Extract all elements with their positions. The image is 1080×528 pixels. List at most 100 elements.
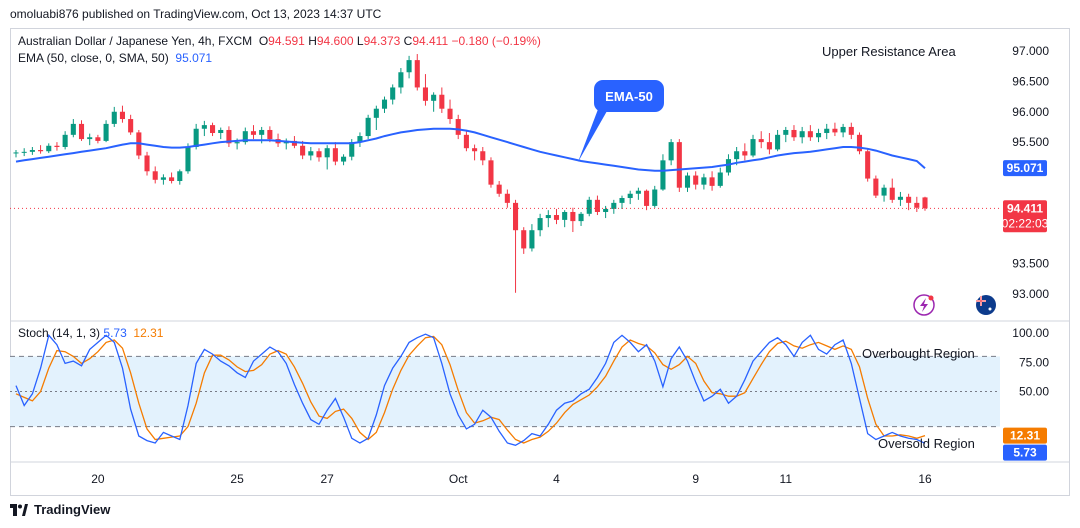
ema-callout-label: EMA-50	[605, 89, 653, 104]
candle-body	[725, 159, 731, 173]
candle	[799, 126, 805, 144]
candle-body	[881, 187, 887, 196]
stoch-label: Stoch (14, 1, 3)	[18, 326, 101, 340]
candle	[906, 193, 912, 211]
publisher-line: omoluabi876 published on TradingView.com…	[10, 7, 382, 21]
candle	[201, 120, 207, 137]
candle	[463, 129, 469, 152]
candle	[308, 146, 314, 161]
candle	[635, 187, 641, 200]
candle-body	[807, 131, 813, 138]
candle-body	[865, 151, 871, 179]
candle-body	[635, 190, 641, 194]
candle-body	[144, 155, 150, 172]
candle	[619, 195, 625, 209]
candle-body	[644, 190, 650, 206]
candle-body	[922, 197, 928, 209]
candle	[529, 224, 535, 252]
time-axis-tick: Oct	[449, 472, 468, 486]
candle-body	[21, 151, 27, 153]
lightning-icon[interactable]	[913, 294, 935, 316]
candle-body	[906, 196, 912, 203]
footer-brand: TradingView	[34, 502, 111, 517]
candle	[488, 157, 494, 188]
candle	[537, 213, 543, 237]
australia-flag-icon[interactable]	[976, 295, 996, 315]
candle-body	[545, 215, 551, 219]
candle-body	[766, 142, 772, 150]
price-axis-tick: 96.000	[1012, 105, 1049, 119]
candle	[840, 123, 846, 138]
candle-body	[463, 134, 469, 149]
candle-body	[78, 123, 85, 140]
candle-body	[250, 131, 257, 135]
ema-value: 95.071	[175, 51, 213, 65]
candle-body	[603, 208, 609, 212]
symbol-label: Australian Dollar / Japanese Yen, 4h, FX…	[18, 34, 253, 48]
candle-body	[185, 146, 191, 172]
candle	[775, 129, 781, 152]
candle-body	[87, 137, 93, 140]
candle-body	[660, 160, 666, 190]
time-axis-tick: 11	[780, 472, 793, 486]
tradingview-logo-icon	[10, 503, 28, 516]
candle	[742, 143, 748, 161]
stoch-d-tag	[1003, 427, 1047, 444]
candle-body	[611, 202, 617, 209]
candle	[95, 134, 101, 144]
time-axis-tick: 20	[91, 472, 105, 486]
candle	[816, 128, 822, 143]
stoch-k-line	[15, 333, 926, 447]
candle	[398, 68, 404, 94]
candle-body	[357, 136, 363, 143]
candle-body	[783, 129, 789, 135]
candle	[791, 125, 797, 141]
last-price-tag	[1003, 200, 1047, 233]
candle	[62, 131, 68, 150]
candle-body	[455, 119, 461, 135]
candle-body	[488, 160, 494, 185]
candle	[545, 210, 551, 228]
candle	[881, 184, 887, 202]
candle-body	[259, 129, 265, 135]
candle-body	[775, 134, 781, 150]
candle	[865, 148, 871, 182]
candle	[160, 174, 166, 185]
last-price-tag-text: 94.411	[1007, 201, 1043, 215]
open-label: O	[258, 34, 269, 48]
candle-body	[152, 171, 158, 180]
candle-body	[472, 148, 478, 152]
candle-body	[373, 108, 379, 118]
candle-body	[218, 129, 224, 134]
ema-legend: EMA (50, close, 0, SMA, 50) 95.071	[18, 51, 212, 65]
candle-body	[750, 139, 756, 156]
grid-layer	[10, 320, 1070, 463]
candle-body	[537, 218, 543, 231]
candle-body	[521, 230, 527, 249]
high-label: H	[308, 34, 317, 48]
change-value: −0.180 (−0.19%)	[451, 34, 541, 48]
candle-body	[799, 131, 805, 138]
candle	[21, 148, 27, 157]
candle	[29, 146, 35, 155]
candle-body	[832, 128, 838, 133]
candle-body	[210, 125, 216, 134]
candle-body	[480, 151, 486, 161]
candle-body	[734, 151, 740, 160]
candle	[824, 123, 830, 140]
candle	[242, 127, 248, 145]
price-axis-tick: 93.500	[1012, 257, 1049, 271]
candle	[38, 145, 44, 154]
candle	[357, 132, 363, 147]
candle	[570, 207, 576, 233]
ema-callout-box	[594, 80, 664, 112]
candle	[897, 191, 903, 206]
candle	[406, 55, 412, 79]
candle-body	[300, 145, 306, 156]
ema-callout-group: EMA-50	[578, 80, 664, 162]
candle-body	[349, 142, 355, 157]
candle-body	[758, 139, 764, 143]
candle-body	[742, 151, 748, 156]
